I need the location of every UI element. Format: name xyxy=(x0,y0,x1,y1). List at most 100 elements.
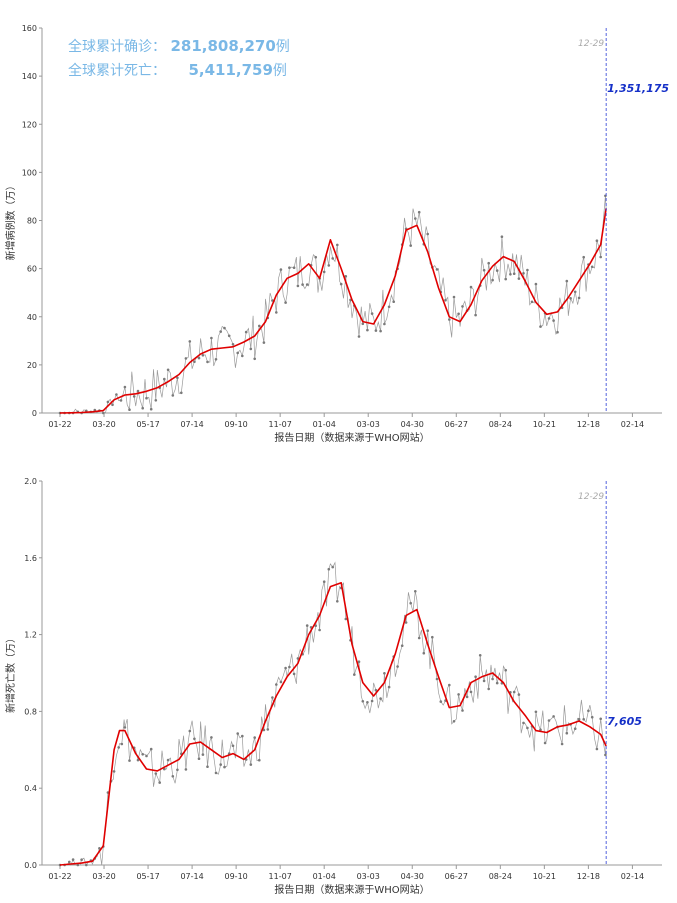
x-tick-label: 02-14 xyxy=(621,420,644,429)
daily-point xyxy=(271,696,274,699)
daily-point xyxy=(188,729,192,733)
daily-point xyxy=(262,341,266,344)
daily-point xyxy=(482,679,486,683)
confirmed-value: 281,808,270 xyxy=(170,37,276,55)
x-tick-label: 04-30 xyxy=(401,872,424,881)
daily-point xyxy=(214,358,218,361)
daily-point xyxy=(98,847,101,850)
daily-point xyxy=(495,681,499,685)
daily-point xyxy=(331,565,335,569)
daily-point xyxy=(396,665,399,668)
daily-point xyxy=(219,763,222,766)
daily-point xyxy=(400,644,404,647)
daily-series-line xyxy=(60,561,607,866)
daily-point xyxy=(106,400,110,404)
daily-point xyxy=(435,268,439,271)
daily-point xyxy=(327,567,331,571)
daily-point xyxy=(582,718,585,721)
daily-point xyxy=(120,742,124,746)
daily-point xyxy=(206,765,209,768)
daily-point xyxy=(292,266,296,270)
daily-point xyxy=(590,265,594,269)
last-value-label: 1,351,175 xyxy=(607,82,669,95)
x-tick-label: 10-21 xyxy=(533,420,556,429)
daily-point xyxy=(201,753,205,756)
daily-point xyxy=(543,741,547,745)
new-deaths-chart: 0.0 0.4 0.8 1.2 1.6 2.0 01-22 03-20 05-17 07-14 09… xyxy=(4,477,662,896)
y-axis-title: 新增死亡数（万） xyxy=(4,633,17,713)
daily-point xyxy=(469,690,473,694)
last-value-label: 7,605 xyxy=(607,715,642,728)
daily-point xyxy=(547,719,551,722)
x-tick-label: 11-07 xyxy=(269,872,292,881)
daily-point xyxy=(171,394,175,397)
daily-point xyxy=(474,313,477,317)
y-tick-label: 40 xyxy=(27,313,37,322)
daily-point xyxy=(504,668,508,672)
x-tick-label: 01-04 xyxy=(313,420,336,429)
daily-point xyxy=(409,601,413,605)
y-tick-label: 20 xyxy=(27,361,37,370)
x-tick-label: 12-18 xyxy=(577,872,600,881)
daily-point xyxy=(534,710,538,714)
x-tick-label: 05-17 xyxy=(136,420,159,429)
daily-point xyxy=(426,629,430,632)
daily-point xyxy=(301,283,304,286)
daily-point xyxy=(526,726,529,730)
daily-point xyxy=(512,690,516,694)
daily-point xyxy=(331,257,335,260)
daily-point xyxy=(435,677,439,681)
daily-point xyxy=(71,858,75,861)
daily-point xyxy=(193,360,196,364)
daily-point xyxy=(439,700,443,703)
daily-series-line xyxy=(59,195,607,414)
new-cases-chart: 0 20 40 60 80 100 120 140 160 01-22 03-20 05-17 07-1… xyxy=(4,24,669,444)
x-axis-title: 报告日期（数据来源于WHO网站） xyxy=(274,431,429,444)
daily-point xyxy=(112,770,116,773)
daily-point xyxy=(154,399,158,402)
daily-point xyxy=(296,657,300,660)
confirmed-unit: 例 xyxy=(275,39,290,55)
x-tick-label: 11-07 xyxy=(269,420,292,429)
daily-point xyxy=(128,408,131,412)
daily-point xyxy=(93,408,97,412)
daily-point xyxy=(339,282,343,286)
daily-point xyxy=(119,399,123,402)
daily-point xyxy=(253,736,256,739)
daily-point xyxy=(577,717,581,721)
daily-point xyxy=(214,771,218,775)
daily-point xyxy=(379,697,382,700)
daily-point xyxy=(452,295,456,299)
daily-point xyxy=(353,673,356,676)
x-tick-label: 03-03 xyxy=(357,420,380,429)
daily-point xyxy=(512,272,516,276)
daily-point xyxy=(383,322,386,326)
daily-point xyxy=(244,330,248,334)
daily-point xyxy=(539,728,542,731)
daily-point xyxy=(132,395,136,398)
daily-point xyxy=(522,721,525,725)
x-tick-label: 07-14 xyxy=(180,420,203,429)
daily-point xyxy=(253,357,256,361)
daily-point xyxy=(279,680,283,684)
daily-point xyxy=(517,277,521,280)
daily-point xyxy=(163,377,166,381)
daily-point xyxy=(314,624,318,627)
daily-point xyxy=(414,217,417,220)
daily-point xyxy=(569,297,572,300)
daily-point xyxy=(336,600,339,603)
daily-point xyxy=(249,347,253,351)
daily-point xyxy=(141,753,144,756)
daily-point xyxy=(197,356,201,360)
daily-point xyxy=(595,239,599,242)
y-tick-label: 60 xyxy=(27,265,37,274)
daily-point xyxy=(223,326,226,330)
daily-point xyxy=(374,329,378,332)
daily-point xyxy=(552,319,555,322)
daily-point xyxy=(288,266,291,270)
daily-point xyxy=(370,699,374,703)
daily-point xyxy=(366,328,369,332)
daily-point xyxy=(149,407,153,411)
daily-point xyxy=(431,635,434,639)
daily-point xyxy=(117,746,120,749)
